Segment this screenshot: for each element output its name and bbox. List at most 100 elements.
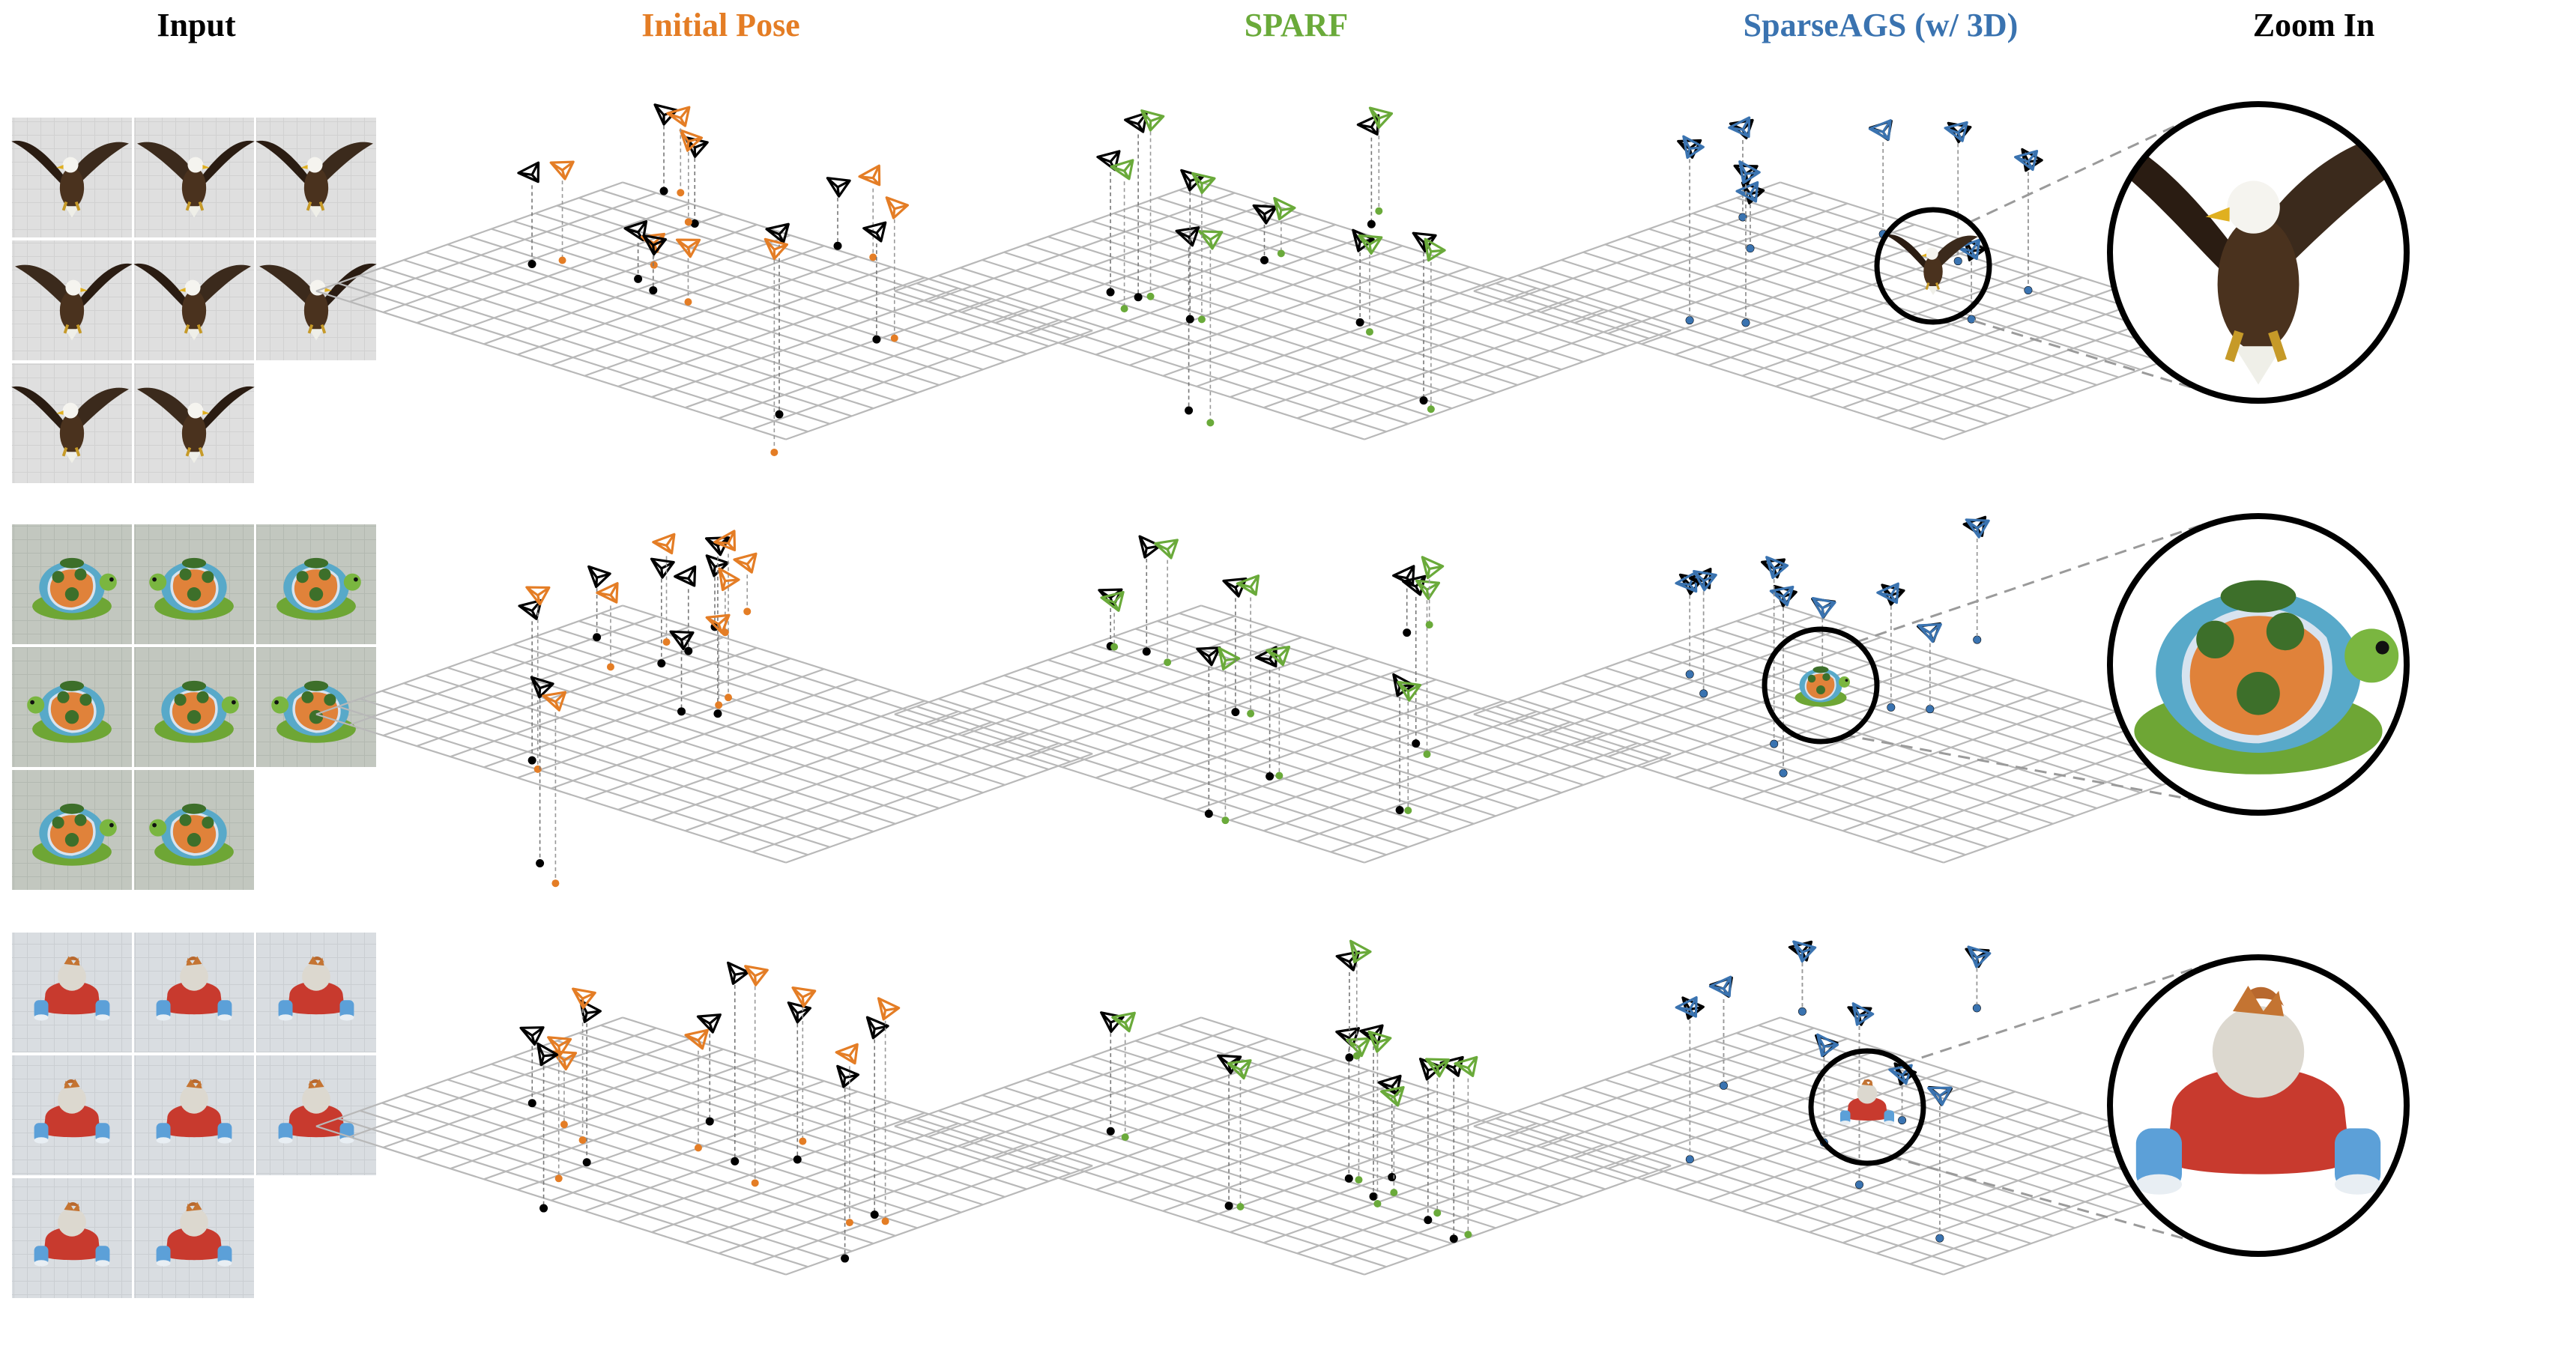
zoom-row-2 [1762, 513, 2410, 816]
camera-frustum [1273, 197, 1296, 221]
estimated-ground-point [1686, 316, 1694, 324]
estimated-ground-point [1746, 244, 1754, 252]
estimated-ground-point [1404, 807, 1412, 815]
camera-frustum [1765, 556, 1789, 579]
estimated-ground-point [770, 448, 778, 456]
camera-frustum [696, 1013, 722, 1034]
camera-frustum [1418, 1058, 1443, 1081]
estimated-ground-point [1277, 249, 1285, 258]
camera-frustum [1358, 234, 1383, 255]
gt-ground-point [870, 1210, 879, 1219]
gt-ground-point [684, 646, 693, 655]
camera-frustum [1967, 945, 1992, 969]
estimated-ground-point [1423, 750, 1431, 758]
gt-ground-point [1344, 1174, 1353, 1183]
camera-frustum [1154, 539, 1179, 560]
estimated-ground-point [1464, 1231, 1472, 1239]
estimated-ground-point [1686, 1155, 1694, 1163]
input-view [10, 118, 132, 237]
camera-frustum [791, 986, 817, 1008]
camera-frustum [572, 987, 596, 1010]
estimated-ground-point [1375, 207, 1383, 215]
camera-frustum [1346, 1037, 1371, 1058]
zoom-views [1762, 101, 2410, 1257]
camera-frustum [652, 533, 676, 555]
zoom-rendering [2110, 516, 2407, 813]
estimated-ground-point [890, 334, 898, 342]
camera-set [1675, 515, 1990, 778]
zoom-source-region [1884, 233, 1980, 297]
camera-frustum [536, 1042, 559, 1067]
input-grid-row-3 [12, 933, 376, 1298]
camera-frustum [1096, 150, 1121, 172]
gt-ground-point [634, 274, 643, 283]
camera-set [1096, 106, 1446, 427]
camera-set [1098, 535, 1445, 825]
gt-ground-point [1449, 1234, 1458, 1243]
camera-frustum [1682, 135, 1705, 160]
zoom-circle [2107, 101, 2410, 404]
camera-frustum [835, 1043, 859, 1065]
zoom-source-circle [1762, 626, 1880, 745]
input-view [12, 770, 132, 890]
input-view [134, 933, 254, 1052]
gt-ground-point [527, 1099, 536, 1108]
camera-frustum [1110, 159, 1134, 181]
gt-ground-point [1403, 628, 1412, 637]
input-view [134, 118, 256, 237]
input-view [12, 1055, 132, 1175]
column-headers: Input Initial Pose SPARF SparseAGS (w/ 3… [157, 7, 2374, 43]
camera-frustum [1111, 1011, 1136, 1033]
floor-grid [894, 604, 1672, 864]
camera-frustum [1888, 1064, 1913, 1085]
camera-frustum [587, 565, 611, 589]
camera-frustum [1415, 579, 1441, 601]
camera-frustum [1956, 238, 1981, 261]
camera-frustum [1191, 172, 1216, 195]
estimated-ground-point [578, 1136, 587, 1145]
estimated-ground-point [650, 261, 658, 269]
camera-frustum [549, 160, 575, 181]
estimated-ground-point [1741, 318, 1750, 327]
zoom-rendering [2110, 104, 2407, 401]
camera-frustum [517, 161, 540, 184]
zoom-leader-top [1902, 963, 2207, 1065]
gt-ground-point [1134, 293, 1143, 302]
gt-ground-point [659, 187, 668, 195]
camera-frustum [1944, 121, 1968, 142]
camera-frustum [826, 177, 851, 198]
camera-frustum [885, 196, 910, 219]
estimated-ground-point [1236, 1203, 1245, 1211]
camera-set [1675, 940, 1992, 1243]
gt-ground-point [1185, 406, 1194, 415]
estimated-ground-point [1427, 405, 1435, 413]
camera-frustum [1377, 1074, 1402, 1097]
zoom-row-3 [1808, 954, 2410, 1257]
camera-frustum [1367, 1030, 1392, 1053]
camera-frustum [1728, 116, 1751, 139]
estimated-ground-point [1954, 257, 1962, 265]
zoom-leader-bottom [1842, 733, 2192, 801]
estimated-ground-point [725, 694, 733, 702]
gt-ground-point [1367, 219, 1376, 228]
input-view [134, 647, 254, 767]
header-sparf: SPARF [1245, 7, 1349, 43]
header-zoom-in: Zoom In [2253, 7, 2375, 43]
camera-frustum [653, 103, 678, 126]
camera-frustum [642, 234, 667, 256]
camera-frustum [1769, 585, 1795, 607]
input-view [256, 647, 376, 767]
camera-frustum [865, 1016, 889, 1040]
camera-set [517, 103, 910, 456]
camera-frustum [1927, 1086, 1953, 1106]
camera-frustum [675, 238, 701, 258]
camera-frustum [684, 136, 709, 158]
camera-frustum [1792, 940, 1817, 963]
gt-ground-point [536, 859, 545, 868]
camera-frustum [547, 1036, 572, 1057]
camera-frustum [858, 164, 881, 187]
gt-ground-point [705, 1117, 714, 1126]
gt-ground-point [775, 410, 784, 419]
estimated-ground-point [560, 1121, 568, 1129]
